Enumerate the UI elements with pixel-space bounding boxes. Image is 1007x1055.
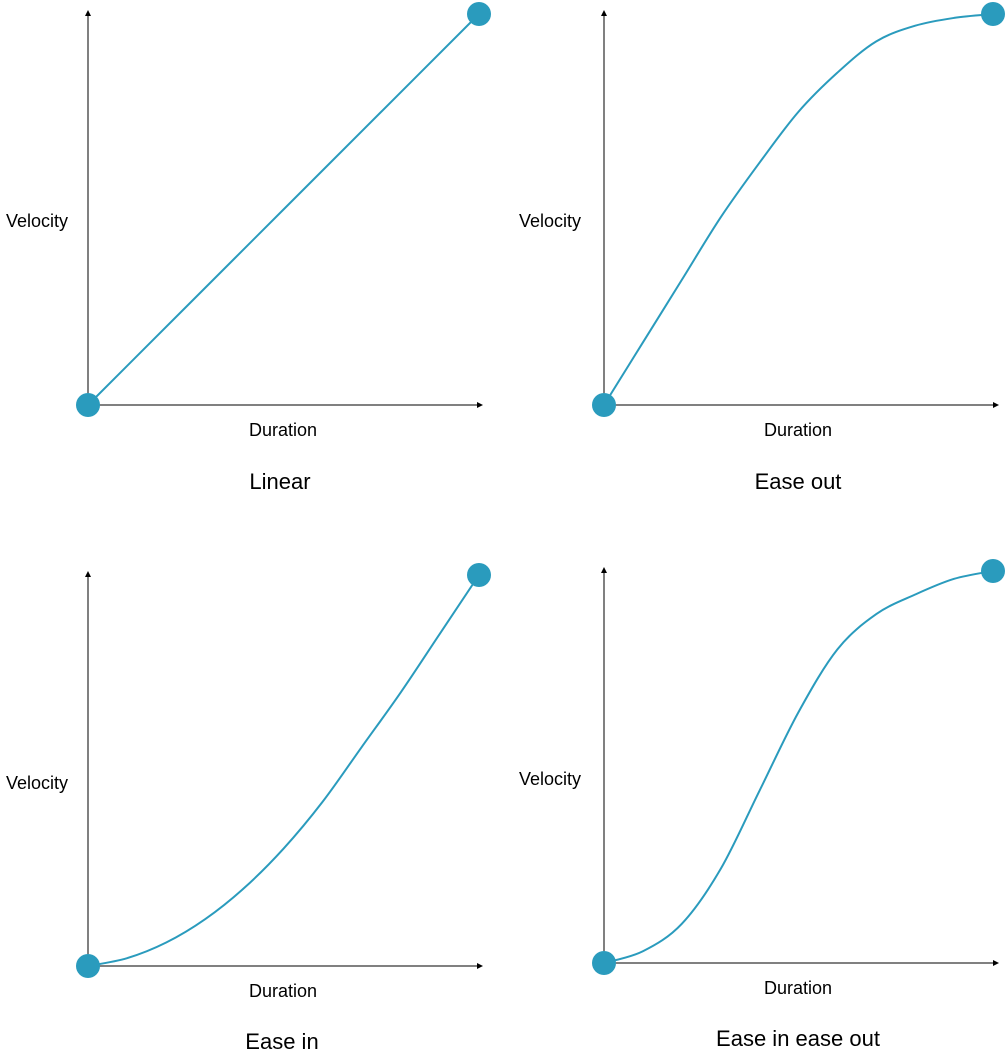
end-point (467, 2, 491, 26)
chart-title: Ease out (755, 469, 842, 494)
start-point (592, 951, 616, 975)
series-line (87, 13, 480, 406)
chart-title: Linear (249, 469, 310, 494)
x-axis-label: Duration (764, 420, 832, 440)
x-axis-arrow-icon (477, 402, 483, 408)
y-axis-label: Velocity (6, 773, 68, 793)
y-axis-arrow-icon (85, 571, 91, 577)
start-point (76, 954, 100, 978)
series-line (603, 13, 994, 406)
start-point (592, 393, 616, 417)
y-axis-label: Velocity (519, 769, 581, 789)
y-axis-arrow-icon (601, 10, 607, 16)
x-axis-label: Duration (764, 978, 832, 998)
chart-title: Ease in (245, 1029, 318, 1054)
x-axis-arrow-icon (477, 963, 483, 969)
y-axis-arrow-icon (601, 567, 607, 573)
y-axis-label: Velocity (519, 211, 581, 231)
series-line (603, 570, 994, 964)
x-axis-label: Duration (249, 981, 317, 1001)
chart-panel-2: Velocity Duration Ease out (519, 2, 1005, 494)
end-point (981, 2, 1005, 26)
start-point (76, 393, 100, 417)
x-axis-label: Duration (249, 420, 317, 440)
y-axis-label: Velocity (6, 211, 68, 231)
series-line (87, 574, 480, 967)
x-axis-arrow-icon (993, 402, 999, 408)
chart-panel-1: Velocity Duration Linear (6, 2, 491, 494)
x-axis-arrow-icon (993, 960, 999, 966)
chart-panel-3: Velocity Duration Ease in (6, 563, 491, 1054)
end-point (981, 559, 1005, 583)
end-point (467, 563, 491, 587)
y-axis-arrow-icon (85, 10, 91, 16)
chart-title: Ease in ease out (716, 1026, 880, 1051)
chart-panel-4: Velocity Duration Ease in ease out (519, 559, 1005, 1051)
